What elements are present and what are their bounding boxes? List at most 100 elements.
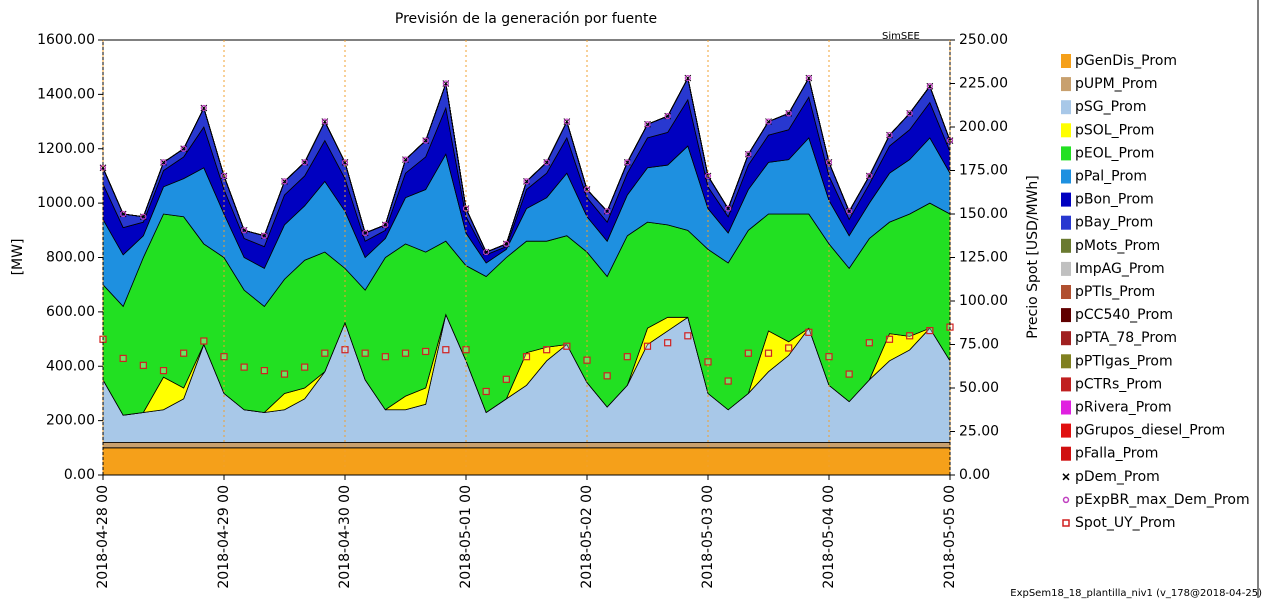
marker-square — [563, 342, 571, 350]
marker-circle — [866, 172, 873, 180]
y-tick-label: 1600.00 — [37, 32, 95, 48]
marker-circle — [402, 156, 409, 163]
marker-circle — [341, 159, 349, 166]
marker-circle — [220, 172, 228, 180]
legend-label: pSOL_Prom — [1075, 122, 1154, 138]
legend-item: pCC540_Prom — [1061, 307, 1173, 323]
legend-swatch — [1061, 146, 1071, 161]
marker-square — [603, 372, 611, 380]
legend-swatch — [1061, 261, 1071, 276]
legend-label: pMots_Prom — [1075, 238, 1160, 254]
marker-square — [119, 354, 127, 363]
legend-item: pGrupos_diesel_Prom — [1061, 423, 1225, 439]
legend-item: pMots_Prom — [1061, 238, 1160, 254]
legend-label: pPTIs_Prom — [1075, 284, 1155, 300]
marker-circle — [442, 80, 449, 87]
marker-square — [785, 344, 793, 352]
marker-circle — [321, 118, 328, 125]
y2-axis-title: Precio Spot [USD/MWh] — [1025, 175, 1041, 339]
marker-circle — [906, 110, 913, 117]
marker-square — [684, 332, 692, 340]
marker-square — [200, 337, 208, 345]
marker-circle — [745, 151, 752, 158]
legend-item: pBay_Prom — [1061, 215, 1153, 231]
marker-square — [643, 342, 652, 350]
marker-square — [845, 370, 853, 378]
legend-item: pEOL_Prom — [1061, 145, 1154, 161]
legend-item: pSG_Prom — [1061, 99, 1146, 115]
legend-item: pExpBR_max_Dem_Prom — [1062, 492, 1250, 508]
marker-square — [926, 326, 934, 335]
legend-label: Spot_UY_Prom — [1075, 515, 1175, 531]
y-tick-label: 1200.00 — [37, 141, 95, 157]
legend-item: pCTRs_Prom — [1061, 376, 1162, 392]
legend-label: pPTA_78_Prom — [1075, 330, 1177, 346]
marker-square — [260, 367, 268, 375]
y2-tick-label: 200.00 — [959, 119, 1008, 135]
legend-swatch — [1061, 54, 1071, 68]
legend-swatch — [1061, 354, 1071, 369]
marker-circle — [200, 104, 207, 112]
x-tick-label: 2018-04-30 00 — [337, 485, 353, 589]
legend-item: ImpAG_Prom — [1061, 261, 1165, 277]
legend-swatch — [1061, 215, 1071, 230]
marker-square — [401, 349, 410, 357]
legend-item: pFalla_Prom — [1061, 446, 1158, 462]
marker-circle — [483, 248, 490, 256]
legend-item: pRivera_Prom — [1061, 400, 1172, 416]
y2-tick-label: 225.00 — [959, 76, 1008, 92]
marker-circle — [704, 172, 712, 180]
marker-square — [422, 347, 430, 356]
y2-tick-label: 150.00 — [959, 206, 1008, 222]
legend-swatch — [1062, 519, 1070, 527]
marker-square — [664, 339, 672, 347]
marker-circle — [644, 121, 651, 128]
legend-label: pBay_Prom — [1075, 215, 1153, 231]
marker-square — [764, 349, 773, 357]
y2-tick-label: 75.00 — [959, 337, 999, 353]
marker-circle — [382, 221, 389, 228]
legend-item: pPTA_78_Prom — [1061, 330, 1177, 346]
legend-item: pSOL_Prom — [1061, 122, 1154, 138]
legend-item: pPal_Prom — [1061, 169, 1147, 185]
legend-swatch — [1062, 473, 1070, 481]
x-tick-label: 2018-05-03 00 — [700, 485, 716, 589]
marker-circle — [362, 229, 369, 237]
area — [102, 447, 951, 476]
marker-square — [865, 339, 873, 347]
marker-square — [361, 349, 369, 357]
y-tick-label: 0.00 — [64, 467, 95, 483]
marker-circle — [765, 118, 772, 125]
marker-square — [744, 349, 752, 357]
marker-circle — [241, 227, 248, 234]
marker-circle — [140, 213, 147, 220]
marker-circle — [805, 74, 812, 82]
marker-circle — [523, 178, 530, 185]
marker-circle — [926, 83, 933, 90]
marker-square — [321, 349, 329, 357]
legend-swatch — [1061, 285, 1071, 299]
legend-swatch — [1061, 446, 1071, 461]
legend-item: pPTIs_Prom — [1061, 284, 1155, 300]
legend-swatch — [1061, 123, 1071, 138]
legend-label: pRivera_Prom — [1075, 400, 1172, 416]
y2-tick-label: 0.00 — [959, 467, 990, 483]
legend-label: pBon_Prom — [1075, 192, 1154, 208]
legend-label: pSG_Prom — [1075, 99, 1146, 115]
marker-square — [280, 370, 289, 378]
y-tick-label: 400.00 — [46, 358, 95, 374]
legend-label: ImpAG_Prom — [1075, 261, 1165, 277]
legend-label: pPTIgas_Prom — [1075, 353, 1173, 369]
legend-item: pPTIgas_Prom — [1061, 353, 1173, 369]
legend-label: pEOL_Prom — [1075, 145, 1154, 161]
legend-label: pGrupos_diesel_Prom — [1075, 423, 1225, 439]
legend-swatch — [1061, 238, 1071, 253]
marker-square — [724, 377, 732, 385]
marker-square — [522, 353, 531, 361]
marker-circle — [503, 240, 510, 248]
legend-swatch — [1061, 100, 1071, 115]
legend-label: pUPM_Prom — [1075, 76, 1158, 92]
marker-circle — [846, 208, 853, 215]
marker-circle — [684, 74, 691, 82]
marker-square — [482, 387, 490, 396]
